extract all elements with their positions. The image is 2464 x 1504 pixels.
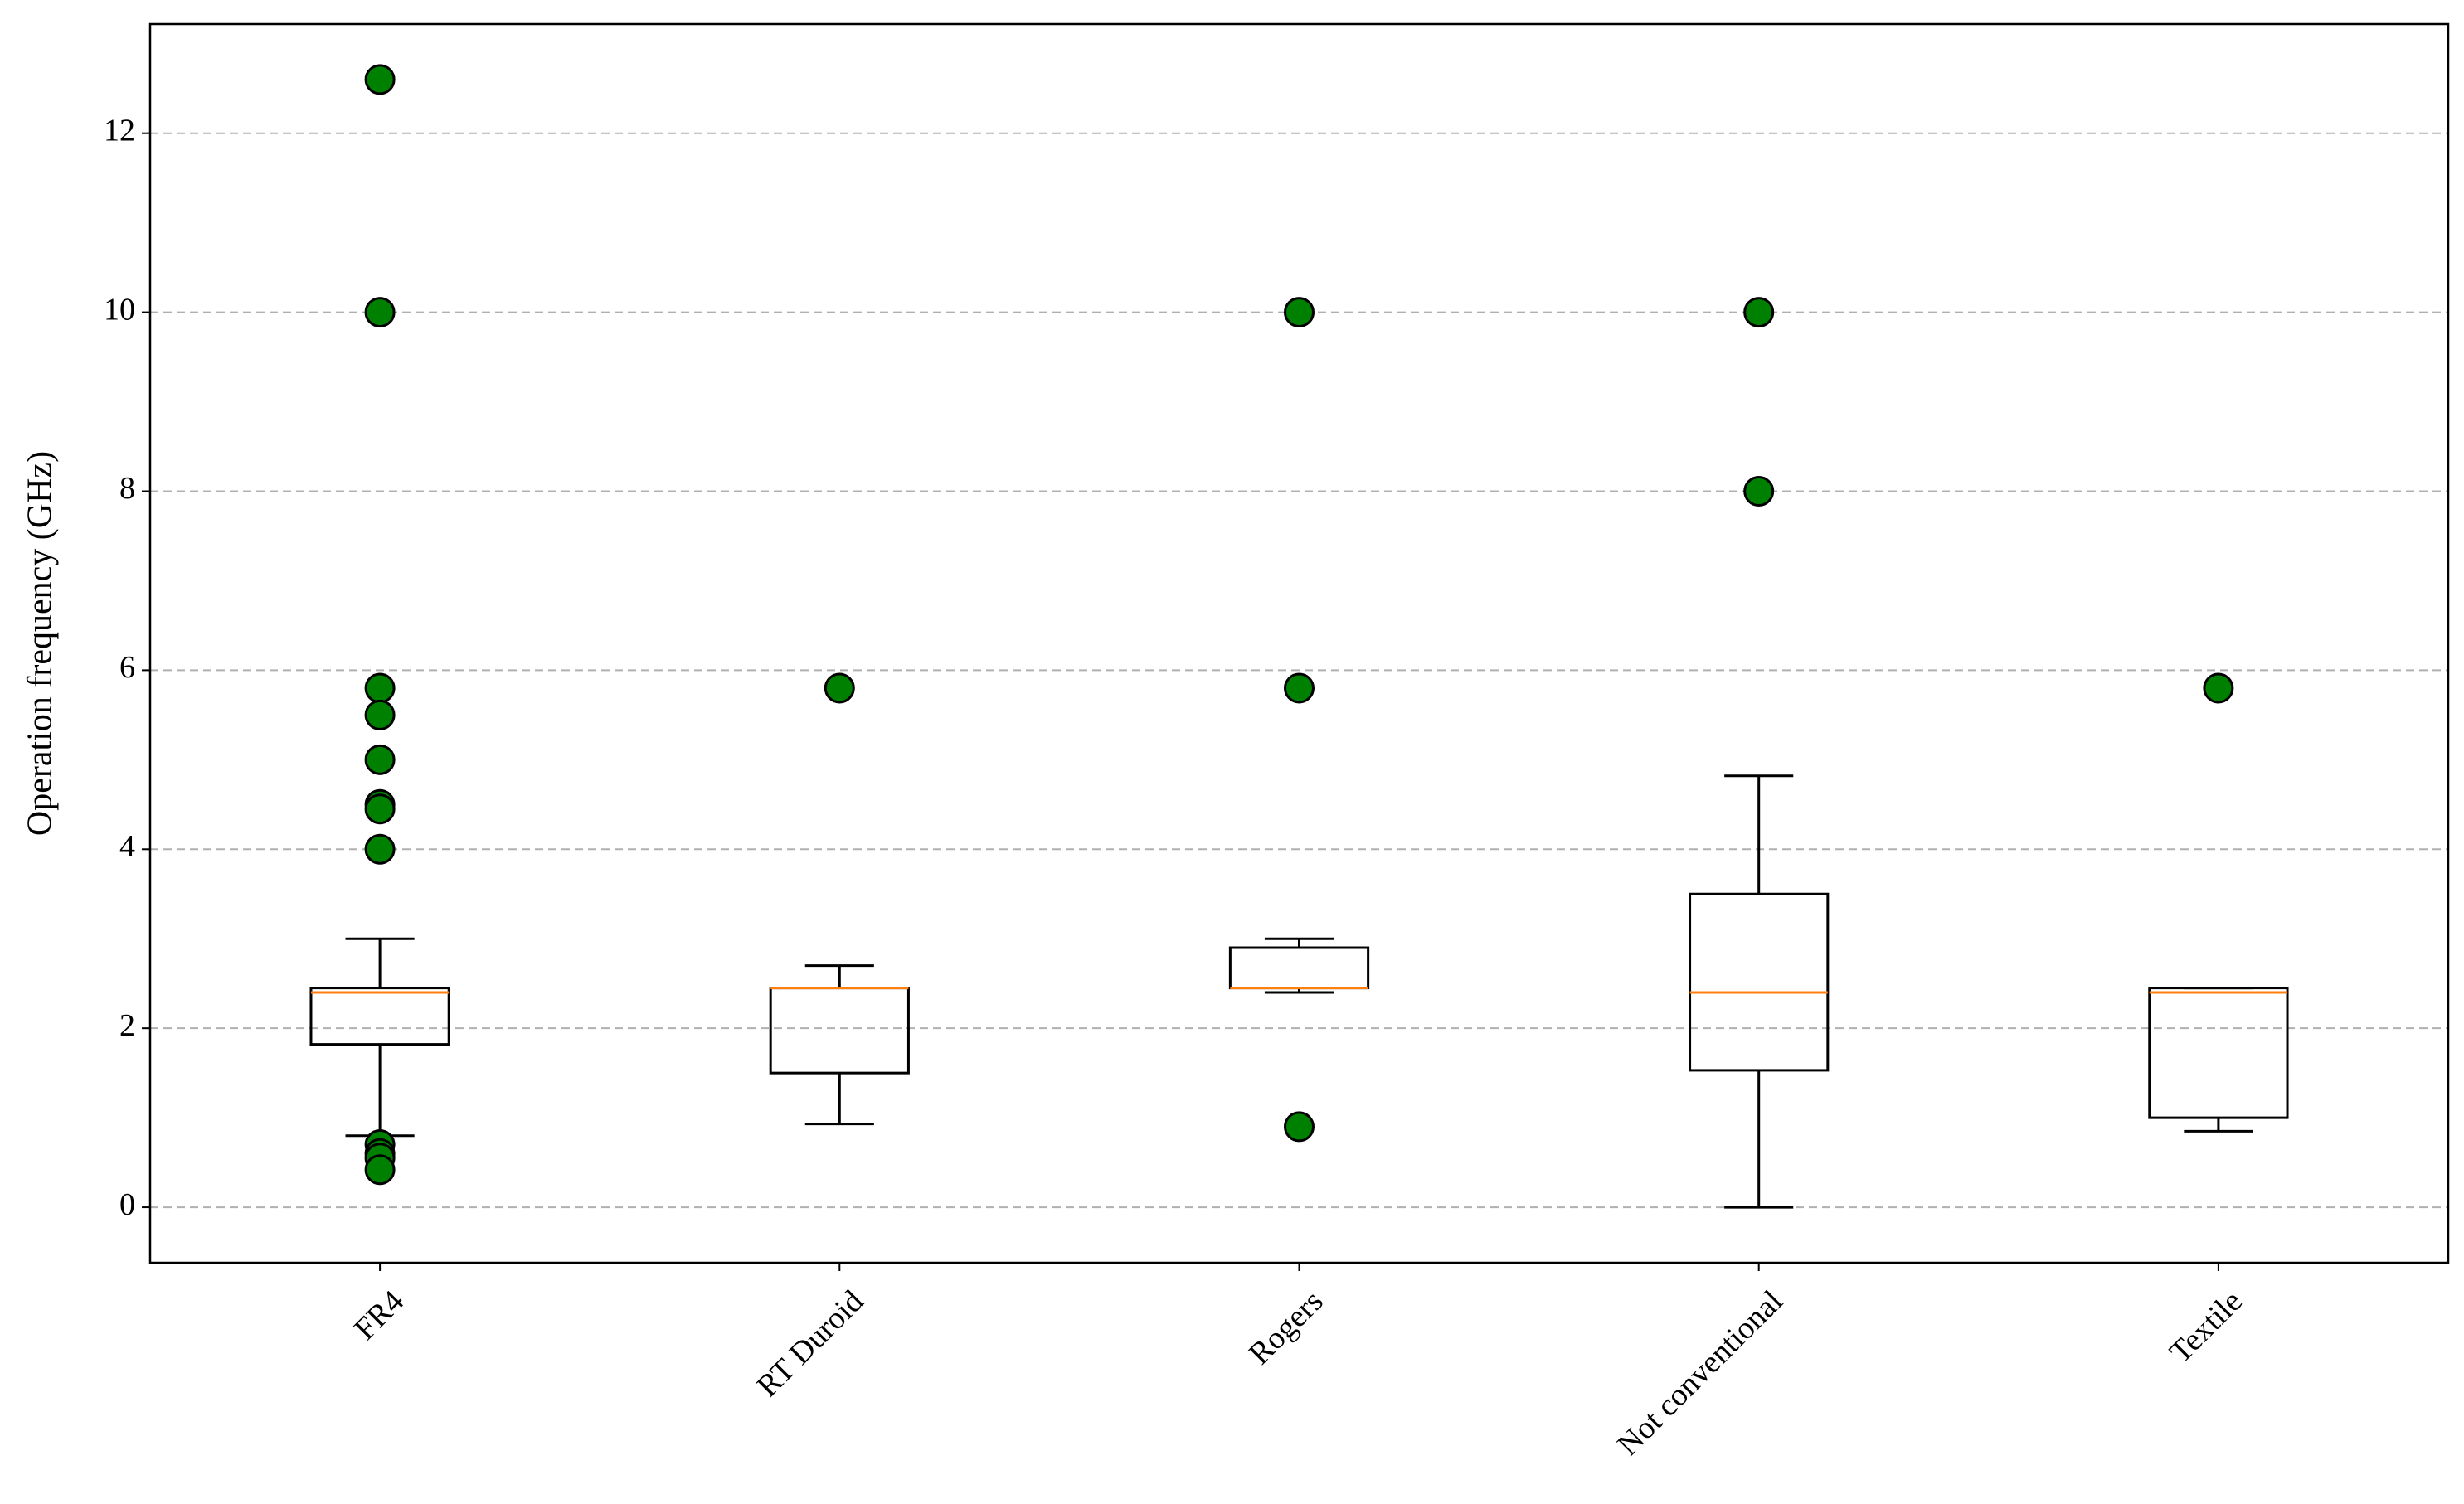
flier [364, 793, 396, 825]
box [1228, 946, 1370, 990]
y-tick-label: 12 [104, 113, 135, 148]
y-tick-label: 6 [119, 650, 135, 685]
flier [364, 833, 396, 865]
flier [1284, 672, 1315, 704]
y-axis-label: Operation frequency (GHz) [22, 451, 60, 836]
flier [364, 64, 396, 95]
flier [1284, 1111, 1315, 1143]
flier [1743, 475, 1775, 507]
flier [364, 297, 396, 328]
flier [2203, 672, 2234, 704]
x-tick-label: Textile [2163, 1283, 2249, 1370]
flier [824, 672, 855, 704]
y-tick-label: 10 [104, 292, 135, 327]
y-tick-label: 0 [119, 1187, 135, 1222]
flier [364, 1154, 396, 1186]
flier [364, 672, 396, 704]
x-tick-label: FR4 [347, 1283, 411, 1346]
x-tick-label: Rogers [1242, 1283, 1330, 1371]
box [309, 987, 450, 1046]
y-tick-label: 8 [119, 471, 135, 506]
y-tick-label: 4 [119, 829, 135, 864]
flier [1284, 297, 1315, 328]
box [1689, 892, 1830, 1072]
flier [1743, 297, 1775, 328]
box [769, 987, 910, 1075]
box [2148, 987, 2289, 1119]
y-tick-label: 2 [119, 1008, 135, 1043]
plot-frame [148, 22, 2450, 1264]
x-tick-label: Not conventional [1611, 1283, 1790, 1463]
flier [364, 699, 396, 730]
x-tick-label: RT Duroid [751, 1283, 871, 1404]
flier [364, 744, 396, 775]
